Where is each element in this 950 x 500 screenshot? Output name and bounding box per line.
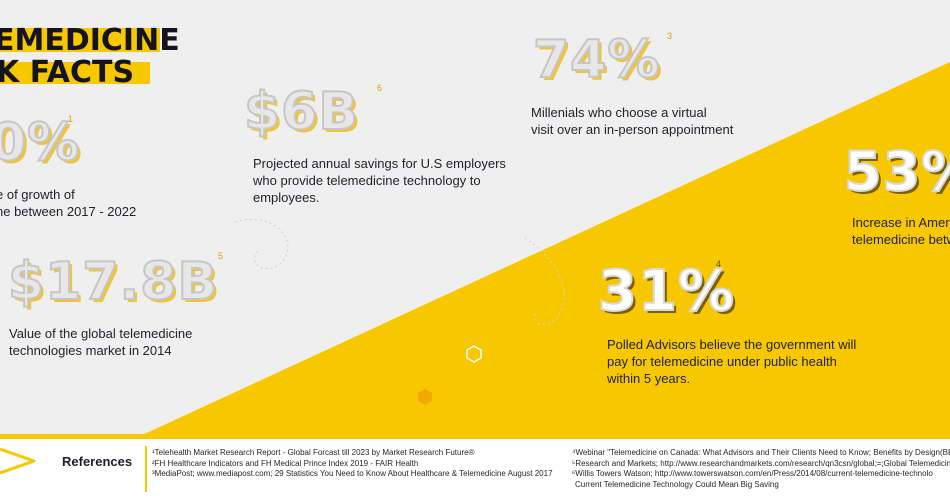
market-value: $17.8B (7, 252, 219, 312)
yellow-diagonal-band (138, 62, 950, 437)
savings-footnote: 6 (377, 83, 383, 93)
growth-desc-line2: ne between 2017 - 2022 (0, 204, 137, 219)
increase-desc-line1: Increase in Amer (852, 215, 950, 230)
reference-3: ³MediaPost; www.mediapost.com; 29 Statis… (152, 469, 553, 478)
title-highlight-1 (0, 28, 160, 52)
market-desc-line2: technologies market in 2014 (9, 343, 172, 358)
growth-desc-line1: e of growth of (0, 187, 75, 202)
market-footnote: 5 (218, 251, 224, 261)
bottom-yellow-strip (0, 434, 950, 439)
advisors-footnote: 4 (716, 259, 722, 269)
increase-value: 53% (843, 140, 950, 203)
hexagon-filled-icon (418, 389, 432, 405)
reference-2: ²FH Healthcare Indicators and FH Medical… (152, 458, 419, 468)
savings-value: $6B (243, 82, 359, 142)
references-panel (0, 439, 950, 500)
market-desc-line1: Value of the global telemedicine (9, 326, 193, 341)
references-left: ¹Telehealth Market Research Report - Glo… (152, 448, 553, 480)
reference-1: ¹Telehealth Market Research Report - Glo… (152, 448, 475, 457)
references-label: References (62, 454, 133, 469)
advisors-value: 31% (597, 259, 736, 324)
savings-desc-line2: who provide telemedicine technology to (253, 173, 481, 188)
page-title-line2: K FACTS (0, 55, 135, 90)
millennials-value: 74% (532, 30, 661, 90)
hexagon-outline-icon (466, 345, 482, 363)
advisors-desc-line1: Polled Advisors believe the government w… (607, 337, 857, 352)
savings-desc-line1: Projected annual savings for U.S employe… (253, 156, 506, 171)
millennials-desc-line1: Millenials who choose a virtual (531, 105, 707, 120)
dashed-swirl-left (234, 218, 289, 270)
advisors-desc-line3: within 5 years. (607, 371, 691, 386)
references-right: ⁴Webinar "Telemedicine on Canada: What A… (572, 448, 950, 490)
reference-6-cont: Current Telemedicine Technology Could Me… (575, 479, 779, 489)
reference-6: ⁶Willis Towers Watson; http://www.towers… (572, 469, 933, 478)
reference-4: ⁴Webinar "Telemedicine on Canada: What A… (572, 448, 950, 457)
advisors-desc-line2: pay for telemedicine under public health (607, 354, 837, 369)
millennials-footnote: 3 (667, 31, 673, 41)
growth-footnote: 1 (68, 114, 74, 124)
growth-value: 0% (0, 113, 81, 173)
reference-5: ⁵Research and Markets; http://www.resear… (572, 458, 950, 468)
savings-desc-line3: employees. (253, 190, 320, 205)
increase-desc-line2: telemedicine betw (852, 232, 950, 247)
title-highlight-2 (0, 62, 150, 84)
arrow-icon (0, 447, 36, 475)
page-title-line1: EMEDICINE (0, 23, 180, 58)
millennials-desc-line2: visit over an in-person appointment (531, 122, 734, 137)
